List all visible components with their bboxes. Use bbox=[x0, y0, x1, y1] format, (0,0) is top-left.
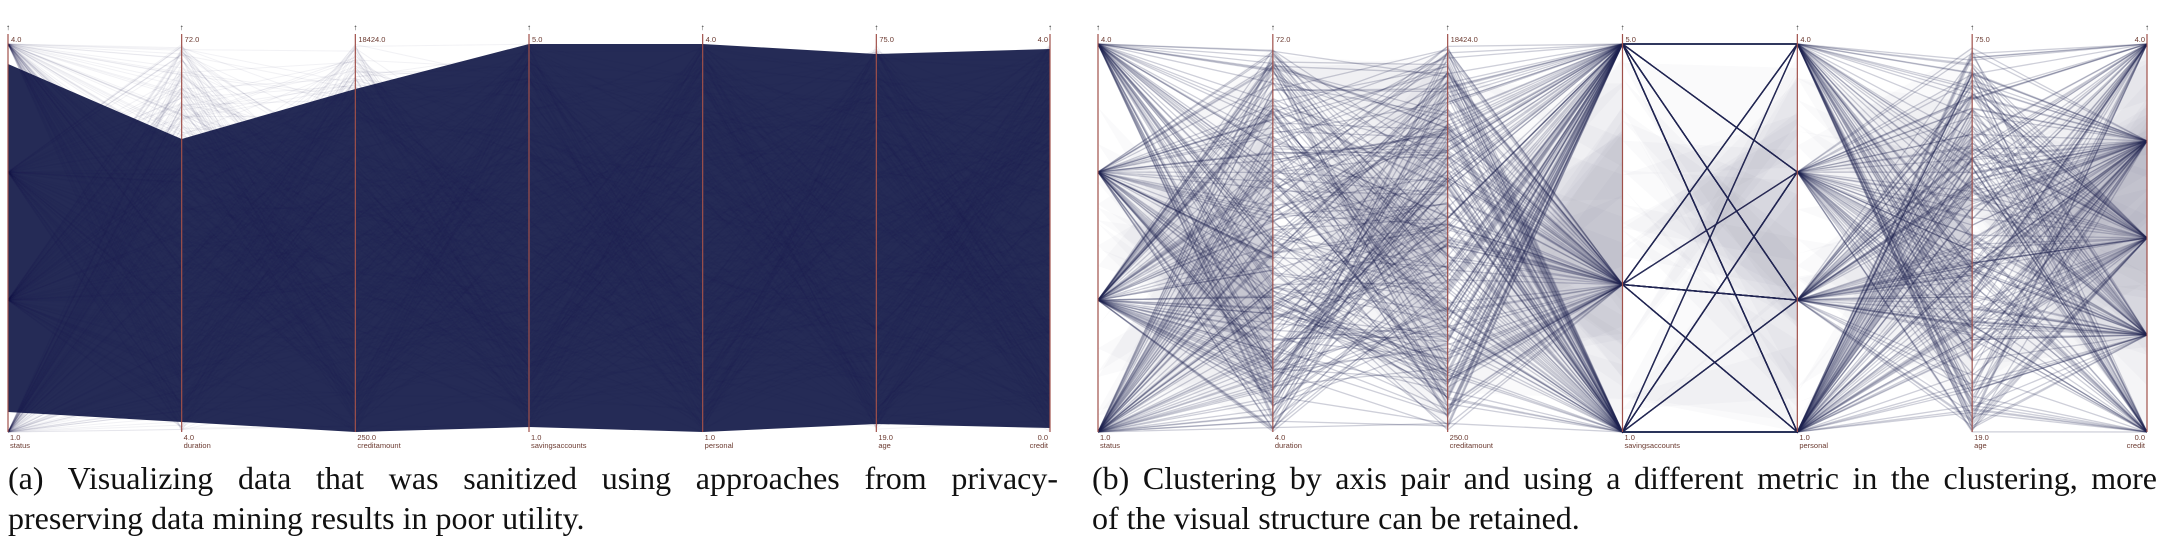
axis-max-label: 75.0 bbox=[879, 35, 894, 44]
axis-min-label: 1.0 bbox=[10, 433, 20, 442]
axis-max-label: 4.0 bbox=[1101, 35, 1111, 44]
axis-min-label: 1.0 bbox=[531, 433, 541, 442]
axis-max-label: 4.0 bbox=[1800, 35, 1810, 44]
axis-name-label: savingsaccounts bbox=[1625, 441, 1681, 450]
chart-background bbox=[1090, 0, 2167, 450]
axis-min-label: 19.0 bbox=[1974, 433, 1989, 442]
axis-name-label: duration bbox=[1275, 441, 1302, 450]
axis-name-label: personal bbox=[705, 441, 734, 450]
caption-b-line1: (b) Clustering by axis pair and using a … bbox=[1092, 458, 2157, 498]
axis-min-label: 1.0 bbox=[1799, 433, 1809, 442]
axis-max-label: 18424.0 bbox=[1451, 35, 1478, 44]
axis-arrow-icon: ↑ bbox=[1446, 23, 1450, 32]
axis-arrow-icon: ↑ bbox=[1795, 23, 1799, 32]
caption-b: (b) Clustering by axis pair and using a … bbox=[1092, 458, 2157, 538]
axis-name-label: credit bbox=[1030, 441, 1049, 450]
caption-b-text-2: of the visual structure can be retained. bbox=[1092, 500, 1580, 536]
axis-name-label: personal bbox=[1799, 441, 1828, 450]
parallel-coordinates-chart-a: ↑4.01.0status↑72.04.0duration↑18424.0250… bbox=[0, 0, 1080, 450]
axis-arrow-icon: ↑ bbox=[2145, 23, 2149, 32]
axis-arrow-icon: ↑ bbox=[1621, 23, 1625, 32]
axis-name-label: age bbox=[1974, 441, 1987, 450]
axis-arrow-icon: ↑ bbox=[180, 23, 184, 32]
axis-min-label: 1.0 bbox=[1625, 433, 1635, 442]
axis-min-label: 1.0 bbox=[1100, 433, 1110, 442]
axis-arrow-icon: ↑ bbox=[1970, 23, 1974, 32]
axis-max-label: 4.0 bbox=[706, 35, 716, 44]
axis-arrow-icon: ↑ bbox=[1096, 23, 1100, 32]
axis-max-label: 75.0 bbox=[1975, 35, 1990, 44]
axis-name-label: creditamount bbox=[1450, 441, 1494, 450]
axis-min-label: 250.0 bbox=[357, 433, 376, 442]
axis-max-label: 5.0 bbox=[1626, 35, 1636, 44]
axis-name-label: savingsaccounts bbox=[531, 441, 587, 450]
axis-arrow-icon: ↑ bbox=[1048, 23, 1052, 32]
axis-arrow-icon: ↑ bbox=[527, 23, 531, 32]
caption-b-label: (b) bbox=[1092, 460, 1130, 496]
axis-min-label: 0.0 bbox=[2135, 433, 2145, 442]
axis-max-label: 4.0 bbox=[2135, 35, 2145, 44]
axis-min-label: 0.0 bbox=[1038, 433, 1048, 442]
axis-name-label: status bbox=[10, 441, 30, 450]
panel-b: ↑ 4.0 1.0 status ↑ 72.0 4.0 duration ↑ 18424.0 250… bbox=[1090, 0, 2167, 450]
caption-a-text-1: Visualizing data that was sanitized usin… bbox=[67, 460, 1059, 496]
caption-a-line1: (a) Visualizing data that was sanitized … bbox=[8, 458, 1058, 498]
axis-min-label: 4.0 bbox=[184, 433, 194, 442]
axis-max-label: 4.0 bbox=[11, 35, 21, 44]
panel-a: ↑ 4.0 1.0 status ↑ 72.0 4.0 duration ↑ 18424.0 250… bbox=[0, 0, 1080, 450]
axis-arrow-icon: ↑ bbox=[1271, 23, 1275, 32]
axis-arrow-icon: ↑ bbox=[6, 23, 10, 32]
axis-name-label: credit bbox=[2127, 441, 2146, 450]
parallel-coordinates-chart-b: ↑4.01.0status↑72.04.0duration↑18424.0250… bbox=[1090, 0, 2167, 450]
caption-a-label: (a) bbox=[8, 460, 44, 496]
axis-name-label: creditamount bbox=[357, 441, 401, 450]
axis-arrow-icon: ↑ bbox=[701, 23, 705, 32]
axis-min-label: 1.0 bbox=[705, 433, 715, 442]
axis-name-label: duration bbox=[184, 441, 211, 450]
caption-a: (a) Visualizing data that was sanitized … bbox=[8, 458, 1058, 538]
axis-max-label: 72.0 bbox=[185, 35, 200, 44]
axis-max-label: 18424.0 bbox=[358, 35, 385, 44]
axis-name-label: age bbox=[878, 441, 891, 450]
caption-b-text-1: Clustering by axis pair and using a diff… bbox=[1142, 460, 2158, 496]
caption-a-text-2: preserving data mining results in poor u… bbox=[8, 500, 585, 536]
axis-name-label: status bbox=[1100, 441, 1120, 450]
axis-max-label: 5.0 bbox=[532, 35, 542, 44]
axis-arrow-icon: ↑ bbox=[874, 23, 878, 32]
axis-max-label: 72.0 bbox=[1276, 35, 1291, 44]
axis-arrow-icon: ↑ bbox=[353, 23, 357, 32]
axis-min-label: 19.0 bbox=[878, 433, 893, 442]
axis-min-label: 250.0 bbox=[1450, 433, 1469, 442]
axis-max-label: 4.0 bbox=[1038, 35, 1048, 44]
axis-min-label: 4.0 bbox=[1275, 433, 1285, 442]
